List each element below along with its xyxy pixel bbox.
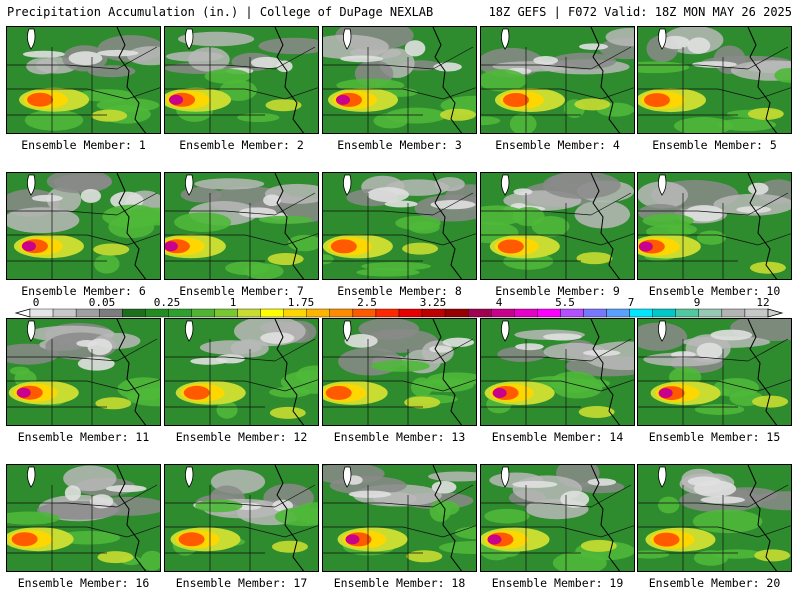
colorbar-swatch <box>421 308 446 318</box>
colorbar-swatch <box>214 308 238 318</box>
colorbar-swatch <box>398 308 423 318</box>
colorbar-tick-label: 1 <box>229 296 237 309</box>
colorbar-tick-label: 4 <box>495 296 503 309</box>
ensemble-member-label: Ensemble Member: 12 <box>175 430 308 444</box>
colorbar-swatch <box>629 308 653 318</box>
ensemble-member-label: Ensemble Member: 20 <box>648 576 781 590</box>
ensemble-member-label: Ensemble Member: 17 <box>175 576 308 590</box>
precip-map <box>637 172 792 280</box>
ensemble-member-label: Ensemble Member: 18 <box>333 576 466 590</box>
ensemble-member-label: Ensemble Member: 15 <box>648 430 781 444</box>
colorbar-swatch <box>744 308 769 318</box>
precip-map <box>637 318 792 426</box>
precip-map <box>322 26 477 134</box>
colorbar-swatch <box>145 308 169 318</box>
precip-map <box>322 318 477 426</box>
precip-map <box>6 26 161 134</box>
model-run-info: 18Z GEFS | F072 Valid: 18Z MON MAY 26 20… <box>488 5 792 19</box>
colorbar-swatch <box>583 308 607 318</box>
colorbar-swatch <box>168 308 192 318</box>
colorbar-swatch <box>260 308 284 318</box>
ensemble-member-label: Ensemble Member: 10 <box>648 284 781 298</box>
colorbar-swatch <box>52 308 77 318</box>
precip-map <box>164 464 319 572</box>
ensemble-member-label: Ensemble Member: 6 <box>21 284 146 298</box>
colorbar-swatch <box>75 308 100 318</box>
ensemble-member-label: Ensemble Member: 4 <box>495 138 620 152</box>
colorbar-swatch <box>444 308 469 318</box>
precip-map <box>322 464 477 572</box>
colorbar-swatch <box>537 308 561 318</box>
colorbar-swatch <box>191 308 215 318</box>
ensemble-member-label: Ensemble Member: 1 <box>21 138 146 152</box>
precip-map <box>637 464 792 572</box>
colorbar-swatch <box>29 308 54 318</box>
precip-map <box>164 318 319 426</box>
ensemble-member-label: Ensemble Member: 14 <box>491 430 624 444</box>
colorbar-swatch <box>98 308 123 318</box>
colorbar-swatch <box>698 308 723 318</box>
colorbar-tick-label: 5.5 <box>555 296 575 309</box>
colorbar-swatch <box>560 308 584 318</box>
ensemble-member-label: Ensemble Member: 9 <box>495 284 620 298</box>
colorbar-tick-label: 0.05 <box>88 296 116 309</box>
colorbar-swatch <box>375 308 400 318</box>
colorbar-tick-label: 12 <box>756 296 770 309</box>
ensemble-member-label: Ensemble Member: 16 <box>17 576 150 590</box>
colorbar-swatch <box>491 308 515 318</box>
colorbar-tick-label: 0.25 <box>153 296 181 309</box>
colorbar-swatch <box>237 308 261 318</box>
precip-map <box>480 464 635 572</box>
colorbar-tick-label: 1.75 <box>287 296 315 309</box>
precip-map <box>164 26 319 134</box>
precip-map <box>480 318 635 426</box>
precip-map <box>164 172 319 280</box>
colorbar-swatch <box>652 308 676 318</box>
precip-map <box>480 172 635 280</box>
colorbar-tick-label: 9 <box>693 296 701 309</box>
precip-map <box>637 26 792 134</box>
colorbar-swatch <box>329 308 354 318</box>
colorbar-swatch <box>514 308 538 318</box>
ensemble-member-label: Ensemble Member: 5 <box>652 138 777 152</box>
colorbar-swatch <box>675 308 700 318</box>
colorbar-tick-label: 3.25 <box>419 296 447 309</box>
ensemble-member-label: Ensemble Member: 19 <box>491 576 624 590</box>
ensemble-member-label: Ensemble Member: 7 <box>179 284 304 298</box>
ensemble-member-label: Ensemble Member: 11 <box>17 430 150 444</box>
ensemble-member-label: Ensemble Member: 2 <box>179 138 304 152</box>
colorbar-tick-label: 7 <box>627 296 635 309</box>
precip-map <box>6 172 161 280</box>
ensemble-member-label: Ensemble Member: 8 <box>337 284 462 298</box>
colorbar-swatch <box>122 308 146 318</box>
colorbar-swatch <box>352 308 377 318</box>
map-title: Precipitation Accumulation (in.) | Colle… <box>7 5 434 19</box>
precip-colorbar <box>14 308 784 318</box>
ensemble-member-label: Ensemble Member: 3 <box>337 138 462 152</box>
colorbar-swatch <box>467 308 492 318</box>
colorbar-swatch <box>306 308 331 318</box>
colorbar-swatch <box>721 308 746 318</box>
colorbar-tick-label: 2.5 <box>357 296 377 309</box>
colorbar-swatch <box>606 308 630 318</box>
precip-map <box>480 26 635 134</box>
precip-map <box>322 172 477 280</box>
precip-map <box>6 318 161 426</box>
ensemble-member-label: Ensemble Member: 13 <box>333 430 466 444</box>
colorbar-swatch <box>283 308 307 318</box>
precip-map <box>6 464 161 572</box>
colorbar-tick-label: 0 <box>32 296 40 309</box>
